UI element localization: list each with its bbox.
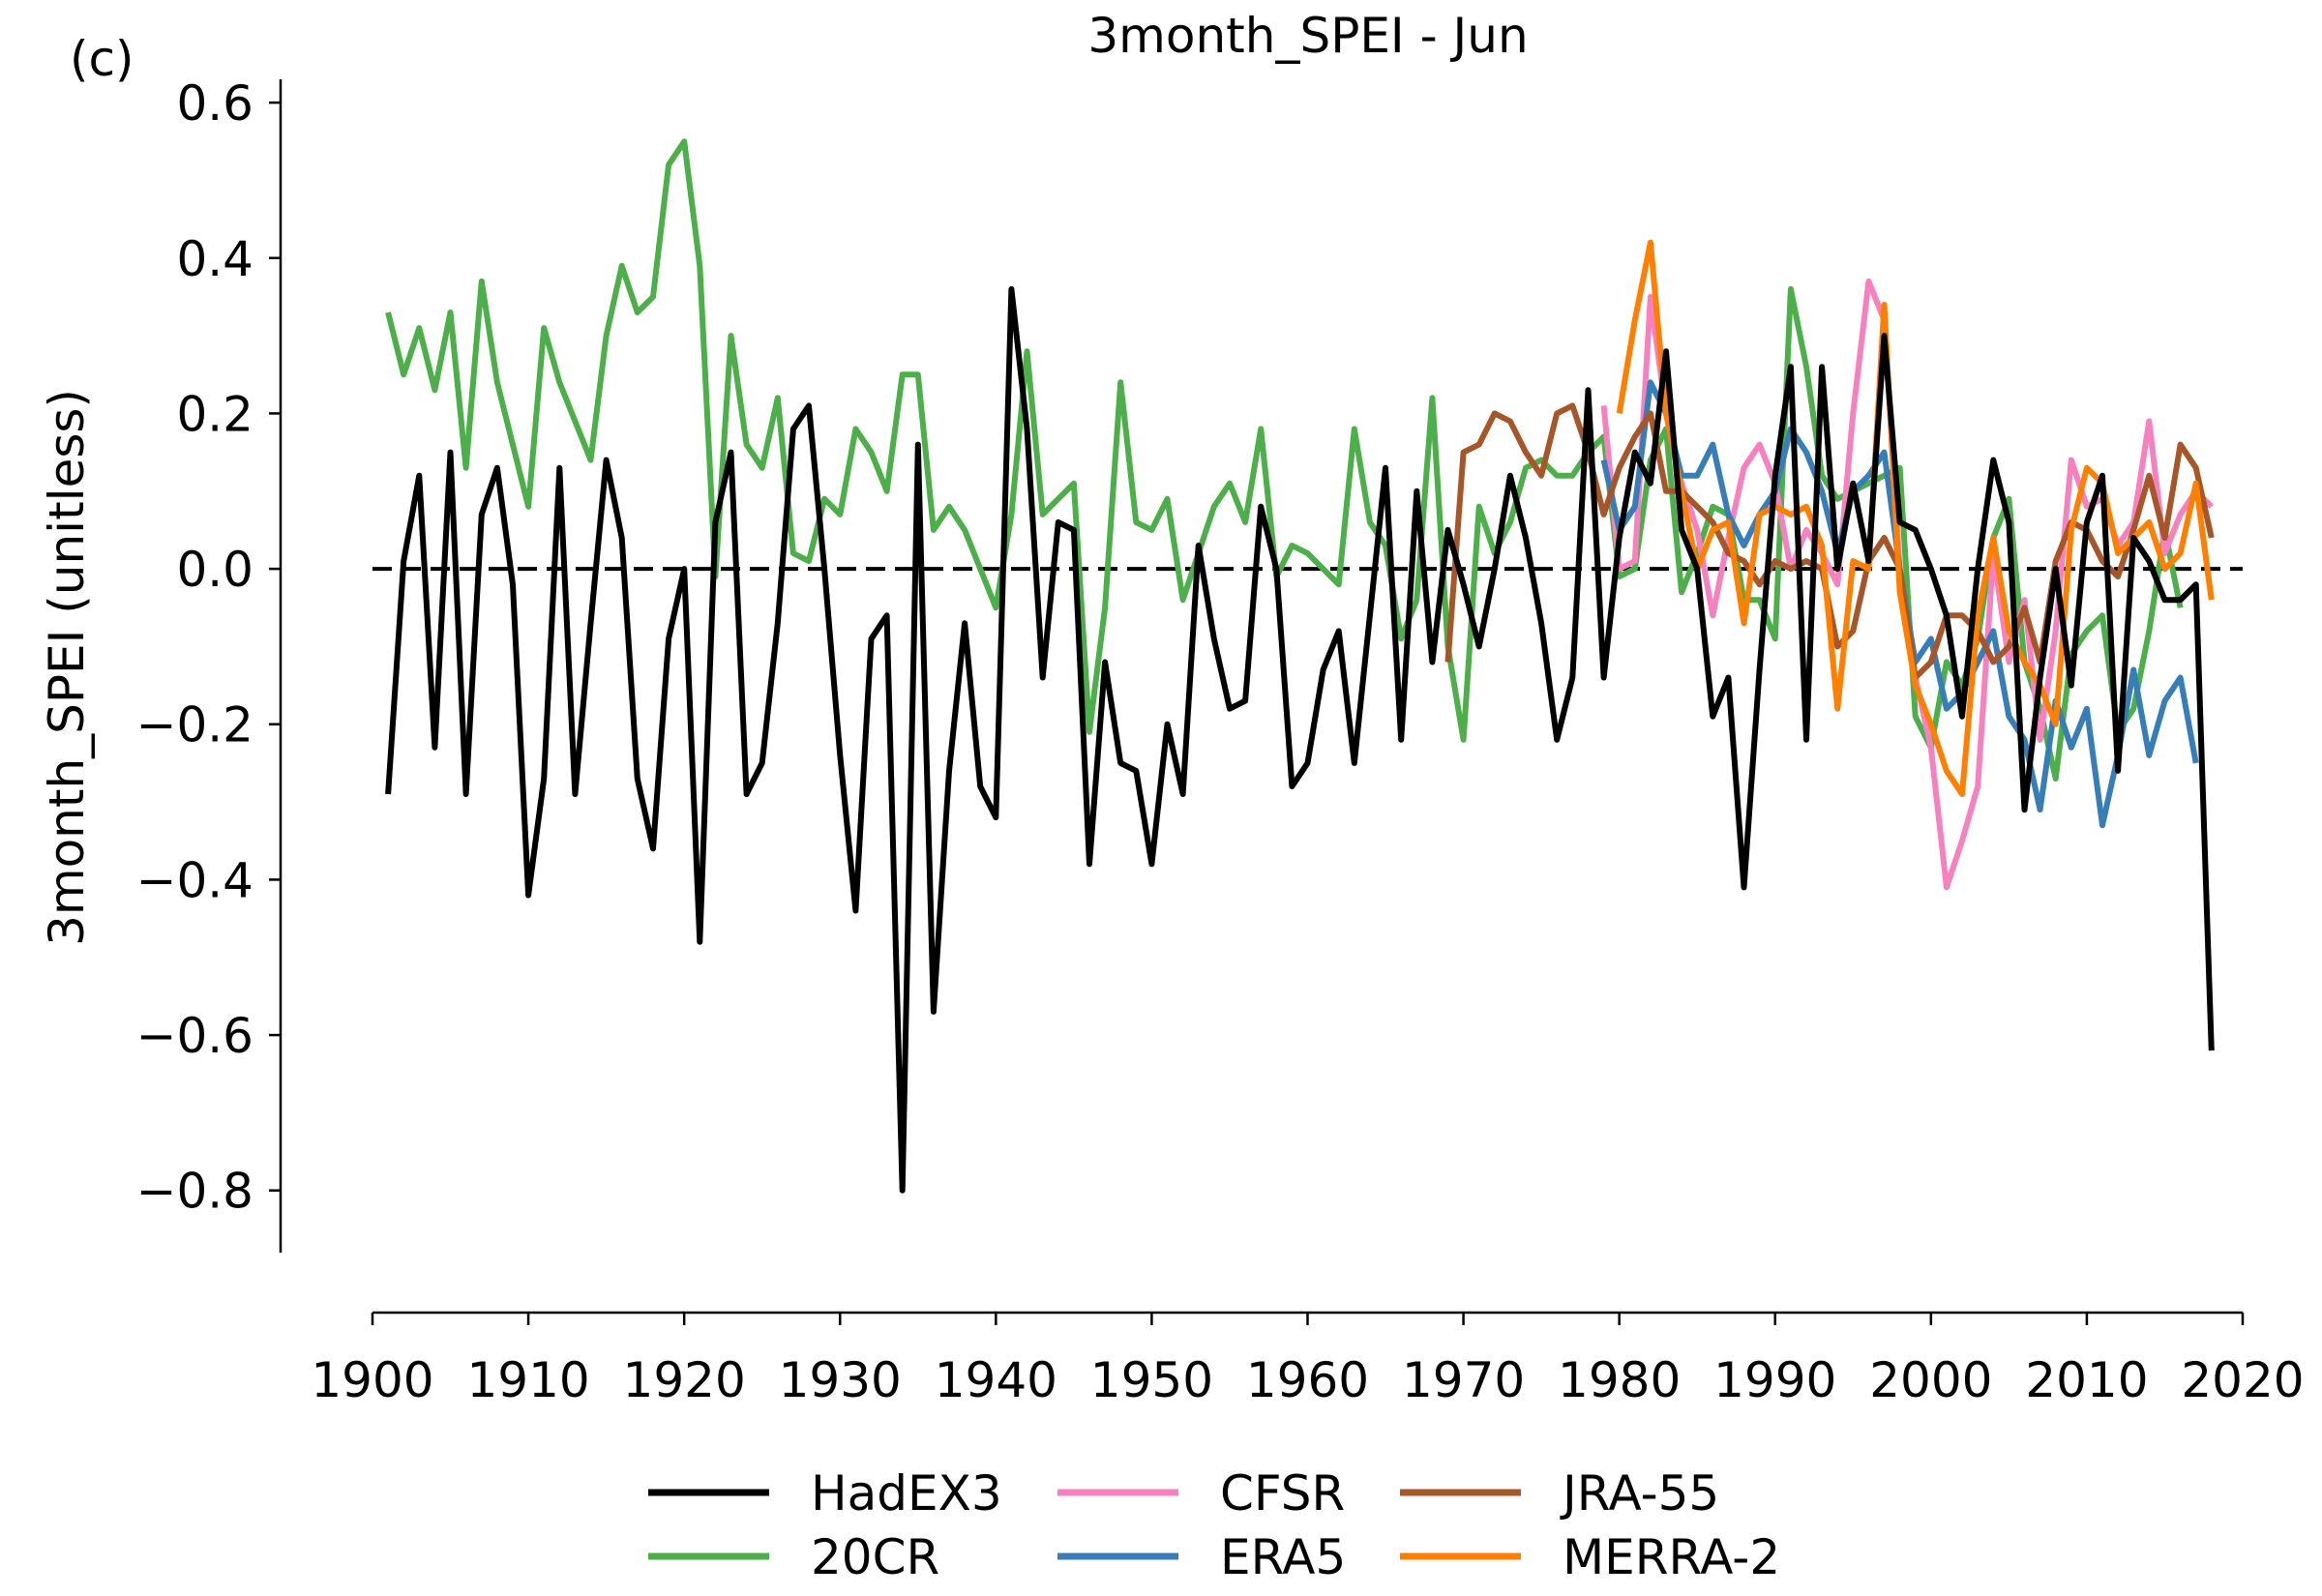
y-tick-label: 0.0 (176, 542, 253, 598)
series-line-merra-2 (1616, 239, 2215, 797)
x-tick-label: 1940 (935, 1352, 1057, 1408)
x-tick-label: 1910 (466, 1352, 589, 1408)
y-tick-label: −0.8 (136, 1164, 253, 1220)
y-tick-label: 0.2 (176, 386, 253, 442)
x-tick-label: 1920 (623, 1352, 746, 1408)
y-tick-label: −0.4 (136, 852, 253, 908)
legend-label-cfsr: CFSR (1220, 1465, 1345, 1522)
x-tick-label: 1960 (1246, 1352, 1369, 1408)
x-tick-label: 1970 (1402, 1352, 1525, 1408)
legend: HadEX3 20CR CFSR ERA5 JRA-55 MERRA-2 (648, 1465, 1780, 1585)
series-line-hadex3 (385, 285, 2215, 1194)
legend-label-20cr: 20CR (811, 1529, 939, 1585)
y-tick-label: −0.6 (136, 1008, 253, 1064)
y-ticks: 0.6 0.4 0.2 0.0 −0.2 −0.4 −0.6 −0.8 (136, 75, 281, 1220)
x-tick-label: 1980 (1558, 1352, 1681, 1408)
x-axis: 1900 1910 1920 1930 1940 1950 1960 1970 1980 1990… (311, 1311, 2305, 1408)
y-tick-label: −0.2 (136, 697, 253, 754)
x-tick-label: 1950 (1090, 1352, 1213, 1408)
legend-label-merra-2: MERRA-2 (1563, 1529, 1780, 1585)
y-tick-label: 0.4 (176, 231, 253, 287)
x-tick-label: 1900 (311, 1352, 433, 1408)
x-tick-label: 2020 (2181, 1352, 2304, 1408)
legend-label-era5: ERA5 (1220, 1529, 1346, 1585)
chart-title: 3month_SPEI - Jun (1087, 8, 1528, 64)
y-axis-label: 3month_SPEI (unitless) (39, 389, 95, 946)
y-axis: 0.6 0.4 0.2 0.0 −0.2 −0.4 −0.6 −0.8 (136, 75, 283, 1253)
x-tick-label: 2010 (2025, 1352, 2148, 1408)
legend-label-jra-55: JRA-55 (1560, 1465, 1719, 1522)
x-tick-label: 1990 (1713, 1352, 1836, 1408)
x-tick-label: 1930 (779, 1352, 902, 1408)
x-tick-label: 2000 (1869, 1352, 1992, 1408)
y-tick-label: 0.6 (176, 75, 253, 132)
series-line-20cr (385, 138, 2184, 782)
panel-label: (c) (70, 31, 134, 87)
legend-label-hadex3: HadEX3 (811, 1465, 1002, 1522)
x-ticks: 1900 1910 1920 1930 1940 1950 1960 1970 1980 1990… (311, 1313, 2305, 1408)
series-layer (385, 138, 2215, 1194)
